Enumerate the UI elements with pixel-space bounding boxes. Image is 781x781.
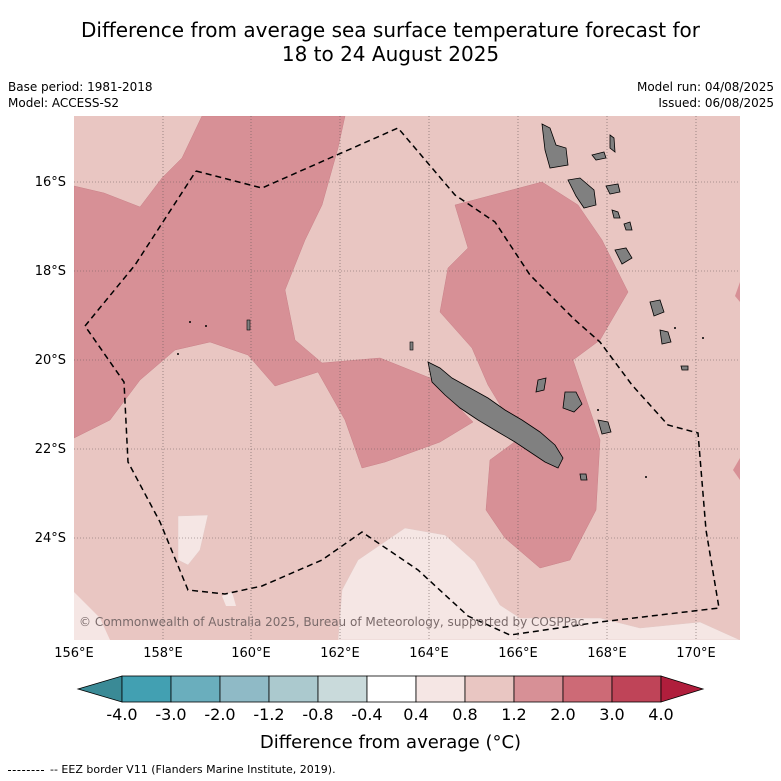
colorbar-title: Difference from average (°C) [259,732,522,753]
colorbar-segment [611,675,662,703]
copyright-text: © Commonwealth of Australia 2025, Bureau… [79,615,584,629]
lon-label-168e: 168°E [587,646,627,661]
lat-label-22s: 22°S [34,442,66,457]
colorbar-segment [268,675,319,703]
colorbar-tick-label: 0.8 [452,705,478,724]
lat-label-16s: 16°S [34,175,66,190]
anomaly-region-0.4-0.8-south [337,527,740,640]
vanuatu-island-5 [623,221,633,231]
lon-label-170e: 170°E [676,646,716,661]
islet-7 [702,337,704,339]
vanuatu-tanna [659,329,672,345]
anomaly-region-0.4-0.8-small [222,592,236,606]
islet-1 [246,319,251,331]
colorbar-extend-low [76,675,123,703]
colorbar-tick-label: -0.4 [351,705,383,724]
colorbar-tick-label: 4.0 [648,705,674,724]
title-line-1: Difference from average sea surface temp… [80,18,700,42]
lon-label-160e: 160°E [231,646,271,661]
lon-label-158e: 158°E [143,646,183,661]
colorbar-segment [366,675,417,703]
vanuatu-malekula [567,177,597,209]
loyalty-island-mare [597,419,612,435]
islet-2 [409,341,414,351]
colorbar-tick-label: 2.0 [550,705,576,724]
anomaly-region-0.4-0.8-patch [177,514,209,566]
islet-9 [597,409,599,411]
islet-4 [205,325,207,327]
chart-title: Difference from average sea surface temp… [0,18,781,66]
vanuatu-island-3 [605,183,621,195]
colorbar-segment [219,675,270,703]
lon-label-156e: 156°E [54,646,94,661]
islet-3 [189,321,191,323]
loyalty-island-ouvea [535,377,547,393]
anomaly-region-1.2-2.0-edge-1 [735,282,740,302]
isle-of-pines [579,473,588,481]
lon-label-162e: 162°E [320,646,360,661]
anomaly-region-1.2-2.0-edge-2 [733,458,740,480]
new-caledonia-island [427,361,564,469]
eez-legend-dash [8,769,44,771]
eez-legend: -- EEZ border V11 (Flanders Marine Insti… [8,763,336,776]
colorbar [76,675,705,703]
lon-label-166e: 166°E [498,646,538,661]
vanuatu-aneityum [680,365,689,371]
colorbar-segment [121,675,172,703]
anomaly-region-0.4-0.8-corner [74,592,110,640]
colorbar-tick-label: -0.8 [302,705,334,724]
vanuatu-erromango [649,299,665,317]
anomaly-region-1.2-2.0-east [439,181,629,569]
issued-date: Issued: 06/08/2025 [658,96,774,110]
islet-6 [674,327,676,329]
colorbar-segment [317,675,368,703]
colorbar-segment [464,675,515,703]
model-name: Model: ACCESS-S2 [8,96,120,110]
vanuatu-island-2 [609,134,616,153]
title-line-2: 18 to 24 August 2025 [281,42,500,66]
vanuatu-espiritu-santo [541,123,569,169]
vanuatu-island-4 [611,209,621,219]
vanuatu-island-1 [591,151,607,161]
colorbar-segment [170,675,221,703]
loyalty-island-lifou [562,391,583,413]
eez-legend-label: -- EEZ border V11 (Flanders Marine Insti… [50,763,336,776]
colorbar-extend-high [660,675,705,703]
colorbar-tick-label: -2.0 [204,705,236,724]
lon-label-164e: 164°E [409,646,449,661]
colorbar-tick-label: 1.2 [501,705,527,724]
model-run: Model run: 04/08/2025 [636,80,774,94]
meta-right: Model run: 04/08/2025 Issued: 06/08/2025 [637,79,774,111]
colorbar-tick-label: -3.0 [155,705,187,724]
islet-8 [645,476,647,478]
colorbar-tick-label: -4.0 [106,705,138,724]
islet-5 [177,353,179,355]
colorbar-tick-label: -1.2 [253,705,285,724]
meta-left: Base period: 1981-2018 Model: ACCESS-S2 [8,79,153,111]
colorbar-tick-label: 0.4 [403,705,429,724]
lat-label-20s: 20°S [34,353,66,368]
graticule [74,116,740,640]
colorbar-segment [513,675,564,703]
colorbar-tick-label: 3.0 [599,705,625,724]
lat-label-24s: 24°S [34,531,66,546]
base-period: Base period: 1981-2018 [8,80,153,94]
lat-label-18s: 18°S [34,264,66,279]
vanuatu-efate [614,247,633,265]
colorbar-segment [562,675,613,703]
colorbar-segment [415,675,466,703]
